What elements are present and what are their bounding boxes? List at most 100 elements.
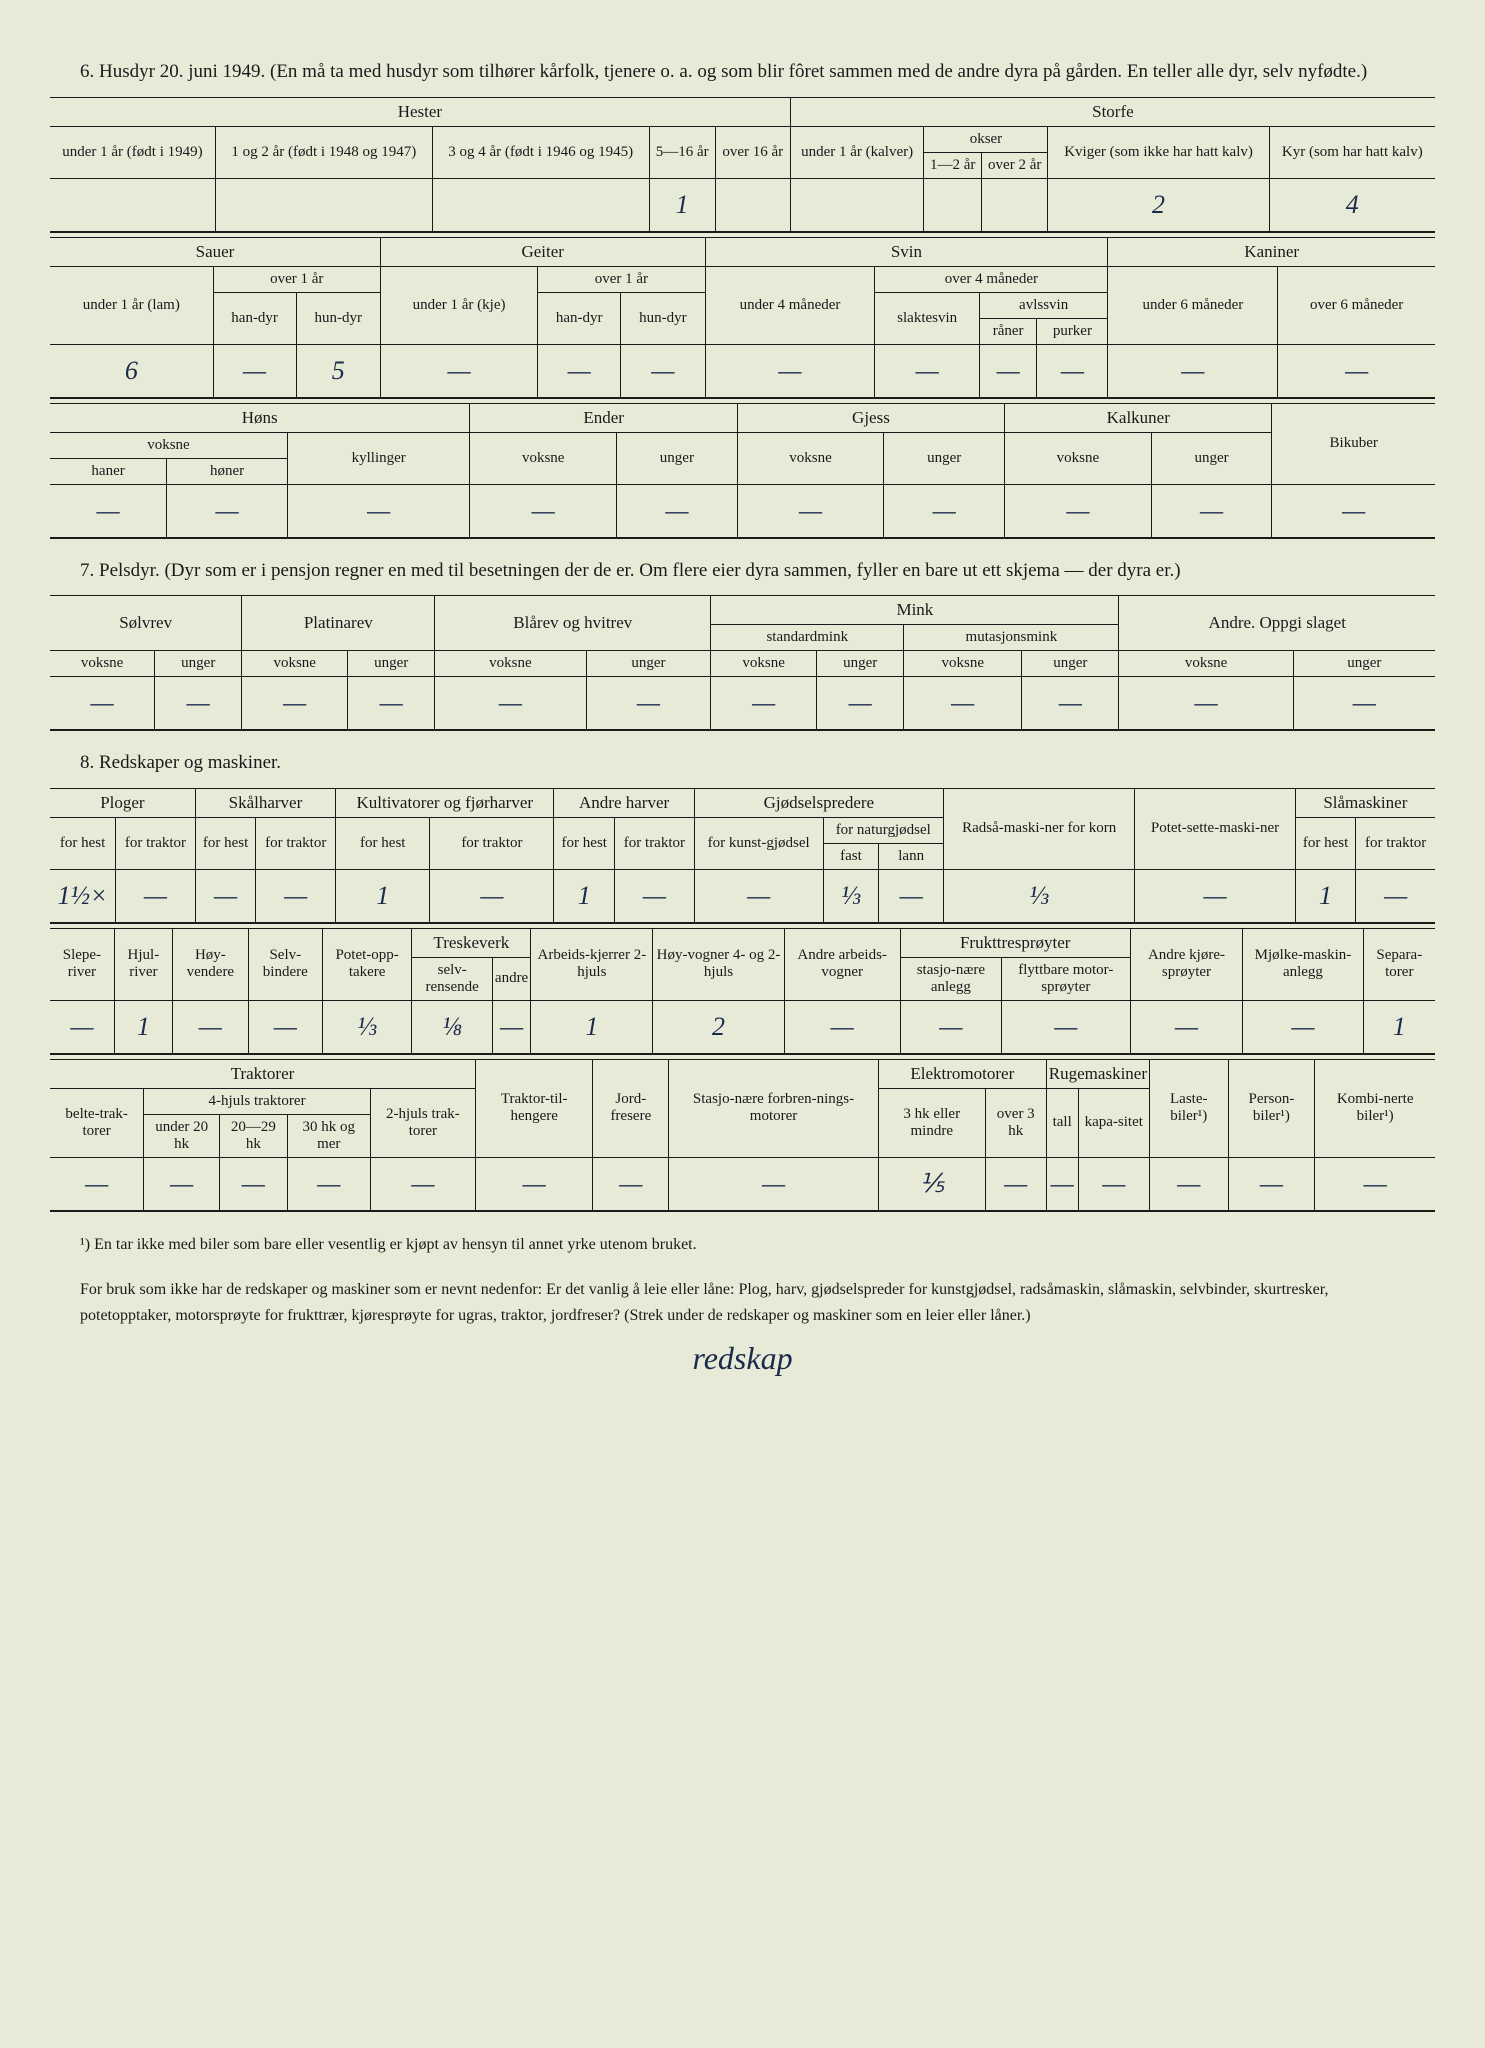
col: over 4 måneder	[875, 266, 1108, 292]
cell: —	[879, 869, 944, 923]
cell: —	[1293, 677, 1435, 731]
cell: —	[1278, 344, 1435, 398]
col: Andre kjøre-sprøyter	[1130, 928, 1243, 1000]
section8-title: 8. Redskaper og maskiner.	[80, 749, 1435, 778]
cell: ⅓	[322, 1000, 412, 1054]
cell: —	[220, 1157, 288, 1211]
col: Potet-sette-maski-ner	[1135, 788, 1295, 869]
col: voksne	[904, 651, 1022, 677]
col: voksne	[1005, 432, 1152, 484]
col: unger	[817, 651, 904, 677]
group-sauer: Sauer	[50, 237, 380, 266]
cell: —	[538, 344, 621, 398]
cell: 1	[114, 1000, 172, 1054]
group: Blårev og hvitrev	[435, 596, 711, 651]
col: belte-trak-torer	[50, 1088, 144, 1157]
cell: —	[621, 344, 705, 398]
col: han-dyr	[213, 292, 296, 344]
cell: —	[256, 869, 336, 923]
cell: —	[370, 1157, 475, 1211]
col: for traktor	[256, 817, 336, 869]
cell: —	[1243, 1000, 1363, 1054]
cell	[715, 178, 790, 232]
cell: —	[1108, 344, 1278, 398]
table-redskaper-1: Ploger Skålharver Kultivatorer og fjørha…	[50, 788, 1435, 924]
cell: —	[694, 869, 823, 923]
col: for traktor	[116, 817, 196, 869]
cell: —	[172, 1000, 248, 1054]
cell: —	[167, 484, 288, 538]
col: unger	[155, 651, 242, 677]
col: under 6 måneder	[1108, 266, 1278, 344]
col: unger	[616, 432, 737, 484]
cell: —	[1356, 869, 1435, 923]
col: under 1 år (kalver)	[790, 126, 924, 178]
group-hester: Hester	[50, 97, 790, 126]
cell	[790, 178, 924, 232]
col: over 16 år	[715, 126, 790, 178]
col: hun-dyr	[296, 292, 380, 344]
col: voksne	[50, 651, 155, 677]
handwritten-note: redskap	[50, 1340, 1435, 1377]
col: voksne	[1119, 651, 1293, 677]
cell: —	[116, 869, 196, 923]
cell: —	[985, 1157, 1046, 1211]
cell: —	[1046, 1157, 1078, 1211]
cell	[924, 178, 982, 232]
cell: —	[1022, 677, 1119, 731]
col: for traktor	[615, 817, 695, 869]
col: Slepe-river	[50, 928, 114, 1000]
cell	[50, 178, 215, 232]
col: voksne	[242, 651, 348, 677]
group-kalkuner: Kalkuner	[1005, 403, 1272, 432]
col: for hest	[554, 817, 615, 869]
group: Elektromotorer	[878, 1059, 1046, 1088]
table-redskaper-3: Traktorer Traktor-til-hengere Jord-frese…	[50, 1059, 1435, 1212]
cell: —	[1135, 869, 1295, 923]
col: Traktor-til-hengere	[475, 1059, 592, 1157]
cell: 1	[649, 178, 715, 232]
col: unger	[1151, 432, 1272, 484]
col: Andre arbeids-vogner	[784, 928, 900, 1000]
col: selv-rensende	[412, 957, 492, 1000]
col: purker	[1037, 318, 1108, 344]
col: fast	[823, 843, 879, 869]
cell: —	[242, 677, 348, 731]
cell: —	[155, 677, 242, 731]
group: Kultivatorer og fjørharver	[336, 788, 554, 817]
cell: 1½×	[50, 869, 116, 923]
cell: 2	[1048, 178, 1269, 232]
group-svin: Svin	[705, 237, 1108, 266]
cell: —	[348, 677, 435, 731]
cell: —	[213, 344, 296, 398]
table-pelsdyr: Sølvrev Platinarev Blårev og hvitrev Min…	[50, 595, 1435, 731]
cell: 5	[296, 344, 380, 398]
col: avlssvin	[979, 292, 1107, 318]
col: mutasjonsmink	[904, 625, 1119, 651]
cell	[215, 178, 432, 232]
col: 20—29 hk	[220, 1114, 288, 1157]
table-hons-ender: Høns Ender Gjess Kalkuner Bikuber voksne…	[50, 403, 1435, 539]
cell: —	[1228, 1157, 1315, 1211]
group: Skålharver	[195, 788, 335, 817]
col: unger	[884, 432, 1005, 484]
cell	[981, 178, 1048, 232]
cell: ⅓	[823, 869, 879, 923]
col: over 2 år	[981, 152, 1048, 178]
col: voksne	[50, 432, 287, 458]
cell: 2	[653, 1000, 784, 1054]
col: Arbeids-kjerrer 2-hjuls	[531, 928, 653, 1000]
cell: —	[1005, 484, 1152, 538]
group: Slåmaskiner	[1295, 788, 1435, 817]
cell: ⅓	[943, 869, 1134, 923]
cell: —	[195, 869, 256, 923]
col: under 1 år (kje)	[380, 266, 537, 344]
footnote-1: ¹) En tar ikke med biler som bare eller …	[80, 1232, 1405, 1258]
cell: —	[492, 1000, 530, 1054]
cell: —	[904, 677, 1022, 731]
col: hun-dyr	[621, 292, 705, 344]
col: for kunst-gjødsel	[694, 817, 823, 869]
col: standardmink	[711, 625, 904, 651]
col: Høy-vendere	[172, 928, 248, 1000]
col: over 1 år	[538, 266, 705, 292]
